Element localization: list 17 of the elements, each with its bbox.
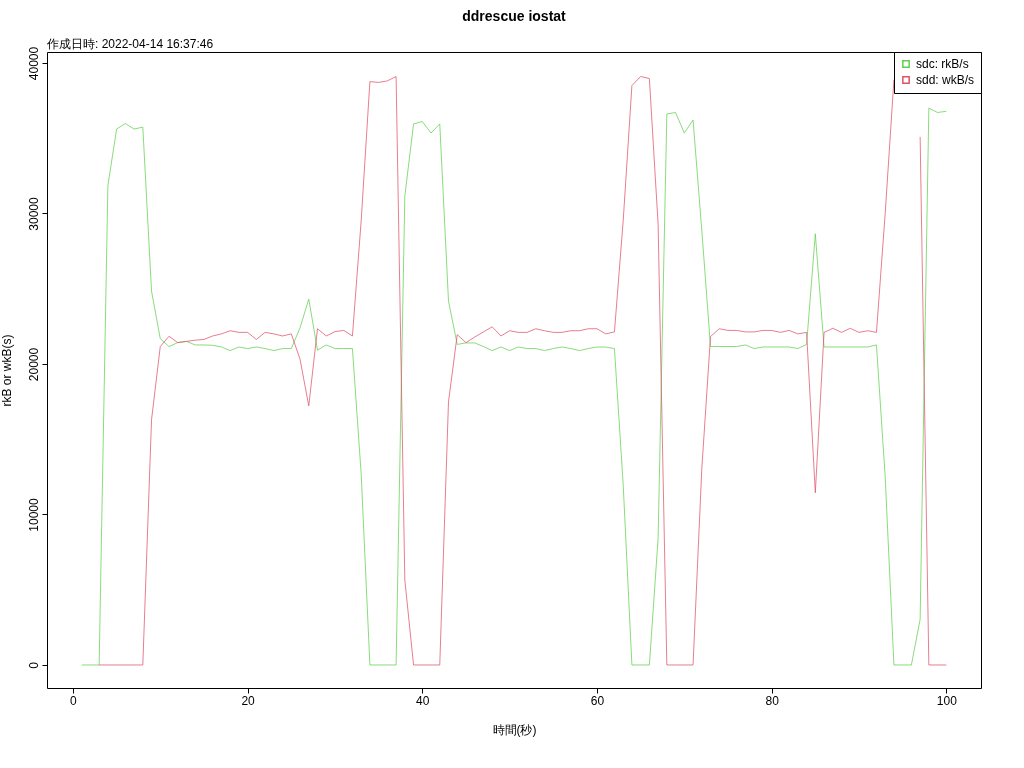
x-tick-label: 100 (936, 693, 958, 708)
x-tick-label: 0 (70, 693, 78, 708)
y-tick-label: 40000 (26, 46, 41, 81)
x-axis-title: 時間(秒) (492, 722, 537, 737)
x-tick-label: 60 (590, 693, 605, 708)
x-tick-label: 40 (416, 693, 430, 708)
y-tick-label: 0 (26, 661, 41, 669)
y-tick-label: 10000 (26, 497, 41, 532)
chart-title: ddrescue iostat (462, 8, 567, 24)
legend-label: sdd: wkB/s (916, 73, 975, 87)
y-tick-label: 20000 (26, 347, 41, 382)
chart-subtitle: 作成日時: 2022-04-14 16:37:46 (46, 37, 214, 51)
x-tick-label: 80 (765, 693, 780, 708)
y-axis-title: rkB or wkB(s) (0, 334, 14, 407)
legend-label: sdc: rkB/s (916, 57, 969, 71)
y-tick-label: 30000 (26, 196, 41, 231)
x-tick-label: 20 (241, 693, 256, 708)
